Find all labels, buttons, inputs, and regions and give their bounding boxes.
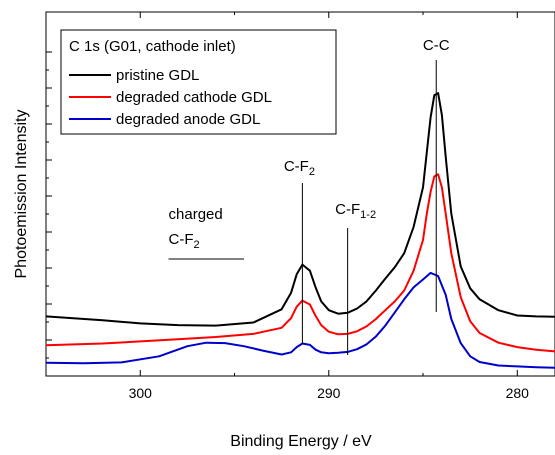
- series-line-2: [45, 271, 555, 369]
- annotation-label-charged-cf2: C-F2: [169, 231, 200, 251]
- x-axis-title: Binding Energy / eV: [230, 433, 372, 450]
- annotation-label-cf12: C-F1-2: [335, 201, 376, 221]
- x-tick-label: 300: [129, 385, 153, 401]
- x-ticks: 300 290 280: [45, 12, 530, 401]
- legend-label-pristine: pristine GDL: [116, 67, 199, 84]
- y-axis-title: Photoemission Intensity: [13, 110, 30, 279]
- legend-box: [60, 29, 337, 135]
- y-ticks: [46, 51, 52, 377]
- series-line-1: [45, 173, 555, 353]
- annotation-label-cf2: C-F2: [284, 158, 315, 178]
- legend-label-anode: degraded anode GDL: [116, 111, 260, 128]
- annotation-label-cc: C-C: [423, 37, 450, 54]
- legend-title: C 1s (G01, cathode inlet): [69, 38, 236, 55]
- series-group: [45, 92, 555, 369]
- x-tick-label: 290: [317, 385, 341, 401]
- plot-frame: [45, 11, 555, 377]
- legend: C 1s (G01, cathode inlet) pristine GDL d…: [60, 29, 337, 135]
- legend-label-cathode: degraded cathode GDL: [116, 89, 272, 106]
- x-tick-label: 280: [506, 385, 530, 401]
- annotation-label-charged: charged: [169, 206, 223, 223]
- series-line-0: [45, 92, 555, 327]
